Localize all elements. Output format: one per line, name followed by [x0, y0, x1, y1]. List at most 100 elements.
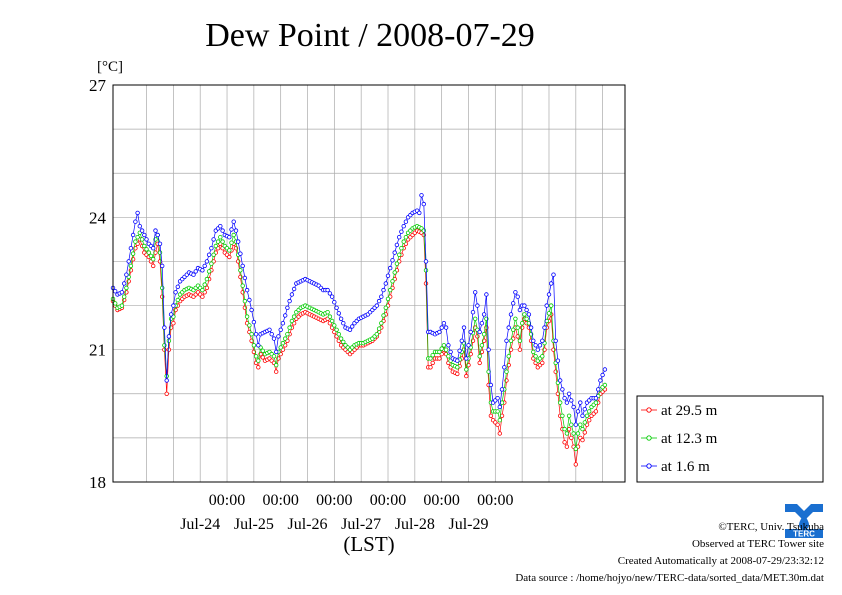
data-point [200, 294, 205, 299]
data-point [504, 338, 509, 343]
data-point [383, 281, 388, 286]
legend-marker [646, 407, 652, 413]
data-point [457, 348, 462, 353]
data-point [253, 332, 259, 337]
data-point [338, 316, 344, 321]
y-tick-label: 18 [89, 473, 106, 492]
data-point [446, 343, 451, 348]
data-point [587, 409, 592, 414]
y-tick-label: 27 [89, 76, 107, 95]
data-point [464, 367, 469, 372]
data-point [540, 338, 545, 343]
data-point [430, 360, 435, 366]
data-point [332, 300, 337, 305]
data-point [578, 422, 583, 427]
data-point [238, 251, 243, 256]
plot-frame [112, 84, 626, 483]
data-point [564, 431, 570, 436]
data-point [544, 303, 549, 308]
data-point [430, 353, 435, 358]
data-point [240, 283, 245, 288]
data-point [562, 440, 567, 445]
x-tick-day-label: Jul-29 [448, 516, 488, 533]
data-point [497, 418, 502, 423]
data-point [166, 334, 172, 339]
data-point [441, 343, 447, 348]
data-point [511, 327, 516, 332]
data-point [558, 400, 563, 405]
data-point [455, 365, 460, 370]
x-tick-time-label: 00:00 [423, 492, 459, 509]
data-point [381, 313, 386, 318]
data-point [213, 243, 218, 249]
data-point [242, 275, 248, 281]
data-point [202, 282, 207, 287]
data-point [428, 365, 433, 370]
data-point [251, 319, 257, 325]
data-point [283, 313, 288, 318]
data-point [325, 310, 330, 315]
data-point [390, 279, 395, 284]
data-point [506, 354, 511, 359]
data-point [338, 336, 344, 341]
data-point [175, 284, 180, 289]
data-point [524, 316, 529, 321]
data-point [153, 228, 158, 233]
data-point [520, 325, 525, 330]
data-point [437, 329, 442, 335]
data-point [260, 355, 265, 360]
data-point [233, 228, 239, 233]
data-point [341, 321, 346, 326]
data-point [502, 365, 507, 370]
data-point [508, 312, 514, 317]
data-point [112, 301, 118, 306]
chart-title: Dew Point / 2008-07-29 [205, 17, 535, 54]
data-point [497, 404, 502, 410]
data-point [575, 409, 581, 414]
data-point [200, 268, 205, 273]
data-point [202, 263, 207, 269]
data-point [481, 312, 487, 317]
data-point [211, 237, 216, 242]
data-point [473, 316, 478, 321]
data-point [227, 254, 232, 260]
data-point [291, 314, 297, 319]
data-point [278, 327, 283, 332]
data-point [164, 378, 169, 383]
data-point [231, 219, 236, 224]
y-tick-label: 21 [89, 341, 106, 360]
data-point [428, 356, 433, 361]
legend-label: at 1.6 m [661, 459, 710, 475]
data-point [278, 345, 283, 350]
data-point [399, 229, 404, 234]
data-point [383, 305, 388, 310]
data-point [142, 232, 147, 238]
data-point [549, 303, 554, 308]
x-tick-time-label: 00:00 [316, 492, 352, 509]
data-point [240, 263, 245, 269]
data-point [332, 323, 337, 328]
data-point [329, 318, 335, 324]
data-point [582, 420, 587, 425]
data-point [569, 398, 574, 403]
creation-timestamp: Created Automatically at 2008-07-29/23:3… [617, 555, 824, 567]
data-point [448, 349, 453, 355]
data-point [130, 232, 136, 238]
data-point [126, 259, 131, 264]
data-point [206, 252, 212, 257]
data-point [269, 332, 274, 337]
data-point [446, 354, 451, 359]
data-point [522, 303, 527, 308]
data-point [249, 332, 254, 337]
data-point [499, 387, 505, 392]
data-point [421, 201, 426, 207]
data-point [379, 321, 384, 326]
x-tick-day-label: Jul-26 [288, 516, 328, 533]
data-point [244, 314, 250, 319]
data-point [329, 294, 335, 299]
data-point [287, 325, 292, 330]
data-point [291, 286, 297, 292]
data-point [142, 243, 147, 249]
data-point [256, 343, 261, 348]
data-point [477, 354, 482, 359]
